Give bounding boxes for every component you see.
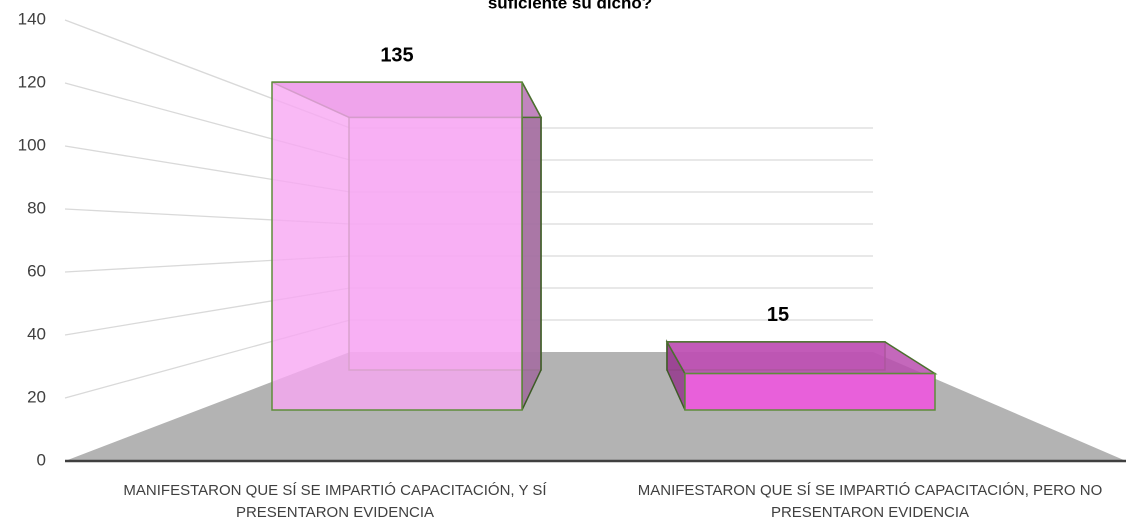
y-tick-label: 20 [27,387,46,406]
y-tick-label: 140 [18,9,46,28]
bar-top [665,341,938,375]
floor [65,352,1126,461]
y-tick-label: 60 [27,261,46,280]
x-tick-label: MANIFESTARON QUE SÍ SE IMPARTIÓ CAPACITA… [123,482,547,521]
bar-front [271,81,523,411]
y-tick-label: 80 [27,198,46,217]
bar-front [684,372,936,411]
value-label: 15 [767,304,789,326]
y-tick-label: 100 [18,135,46,154]
x-tick-label: MANIFESTARON QUE SÍ SE IMPARTIÓ CAPACITA… [637,482,1103,521]
chart-title: suficiente su dicho? [488,0,652,12]
bar-side [521,81,542,411]
y-tick-label: 0 [37,450,46,469]
y-tick-label: 120 [18,72,46,91]
y-tick-label: 40 [27,324,46,343]
value-label: 135 [380,44,413,66]
